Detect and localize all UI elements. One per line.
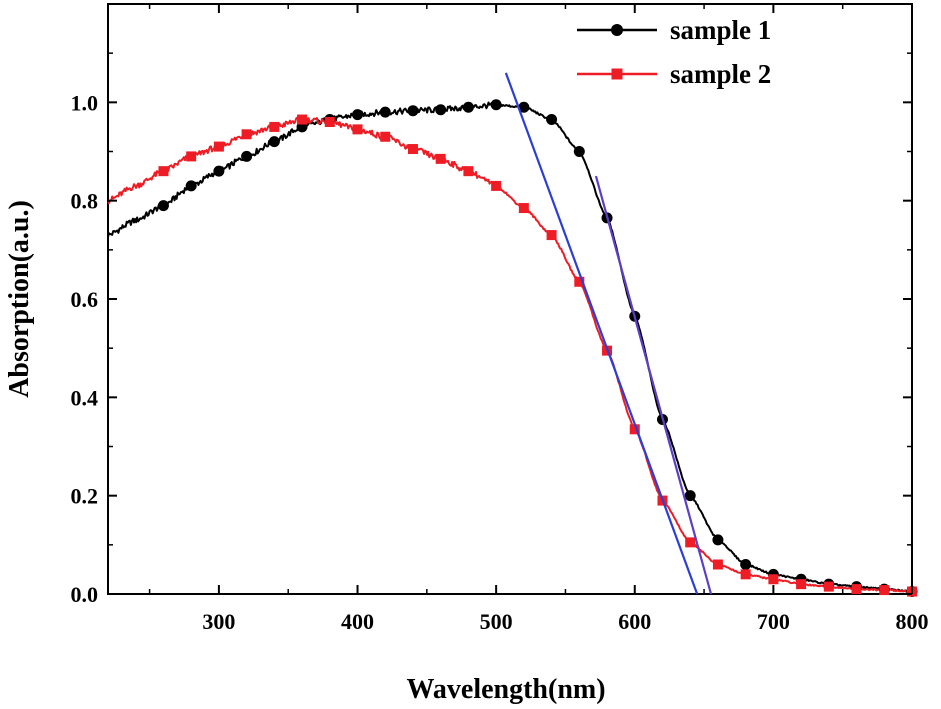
data-point bbox=[185, 180, 197, 192]
data-point bbox=[435, 104, 447, 116]
data-point bbox=[186, 151, 197, 162]
data-point bbox=[157, 200, 169, 212]
data-point bbox=[879, 585, 890, 596]
data-point bbox=[712, 534, 724, 546]
data-point bbox=[352, 109, 364, 121]
data-point bbox=[324, 117, 335, 127]
data-point bbox=[629, 424, 640, 435]
plot-frame bbox=[107, 3, 913, 595]
marker-layer bbox=[157, 99, 918, 598]
data-point bbox=[685, 537, 696, 548]
data-point bbox=[241, 129, 252, 140]
data-point bbox=[684, 490, 696, 502]
y-tick-label: 0.4 bbox=[71, 385, 99, 410]
data-point bbox=[518, 101, 530, 113]
data-point bbox=[518, 203, 529, 214]
legend: sample 1 sample 2 bbox=[577, 15, 771, 89]
data-point bbox=[490, 99, 502, 111]
data-point bbox=[213, 141, 224, 152]
x-tick-label: 500 bbox=[480, 609, 513, 634]
data-point bbox=[796, 579, 807, 590]
data-point bbox=[297, 114, 308, 125]
y-tick-label: 0.2 bbox=[71, 484, 99, 509]
x-axis-title: Wavelength(nm) bbox=[406, 674, 605, 705]
data-point bbox=[573, 146, 585, 157]
x-tick-label: 700 bbox=[757, 609, 790, 634]
data-point bbox=[268, 136, 280, 148]
data-point bbox=[407, 105, 419, 117]
legend-label-1: sample 1 bbox=[670, 15, 771, 45]
data-point bbox=[269, 121, 280, 132]
data-point bbox=[823, 581, 834, 592]
data-point bbox=[740, 559, 752, 570]
y-axis-title: Absorption(a.u.) bbox=[4, 200, 35, 398]
series-layer bbox=[107, 101, 913, 594]
data-point bbox=[380, 131, 391, 142]
data-point bbox=[462, 101, 474, 113]
legend-label-2: sample 2 bbox=[670, 59, 771, 89]
y-tick-label: 0.8 bbox=[71, 189, 99, 214]
tangent-line-sample-2 bbox=[504, 72, 699, 595]
data-point bbox=[352, 124, 363, 135]
series-line-sample-1 bbox=[107, 101, 913, 593]
data-point bbox=[435, 153, 446, 164]
y-tick-label: 0.0 bbox=[71, 582, 99, 607]
legend-marker-2 bbox=[611, 68, 623, 80]
data-point bbox=[546, 230, 557, 241]
data-point bbox=[213, 165, 225, 177]
data-point bbox=[407, 144, 418, 155]
x-tick-label: 300 bbox=[202, 609, 235, 634]
x-tick-label: 400 bbox=[341, 609, 374, 634]
annotation-layer bbox=[504, 72, 713, 595]
data-point bbox=[851, 584, 862, 595]
data-point bbox=[491, 180, 502, 191]
x-tick-label: 600 bbox=[618, 609, 651, 634]
series-line-sample-2 bbox=[107, 116, 912, 594]
data-point bbox=[546, 114, 558, 126]
y-tick-label: 1.0 bbox=[71, 90, 99, 115]
data-point bbox=[768, 574, 779, 585]
tick-layer: 300 400 500 600 700 800 0.0 0.2 0.4 0.6 0.8 1.0 bbox=[71, 4, 929, 634]
data-point bbox=[463, 166, 474, 177]
data-point bbox=[241, 150, 253, 162]
tangent-line-sample-1 bbox=[594, 175, 713, 595]
plot-border bbox=[107, 3, 913, 595]
x-tick-label: 800 bbox=[896, 609, 929, 634]
data-point bbox=[158, 166, 169, 177]
legend-marker-1 bbox=[611, 24, 623, 36]
data-point bbox=[740, 569, 751, 580]
data-point bbox=[379, 106, 391, 118]
data-point bbox=[574, 276, 585, 287]
data-point bbox=[712, 559, 723, 570]
y-tick-label: 0.6 bbox=[71, 287, 99, 312]
